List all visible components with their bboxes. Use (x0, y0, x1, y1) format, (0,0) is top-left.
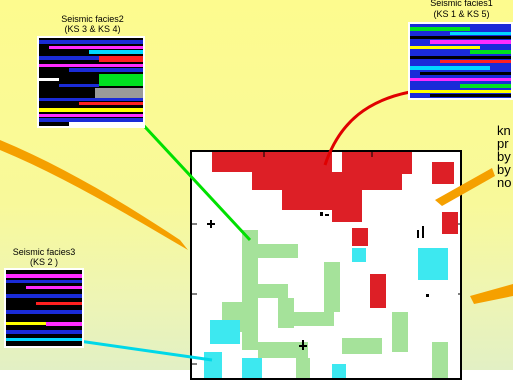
facies-map (190, 150, 462, 380)
facies2-thumbnail (37, 36, 145, 128)
facies3-subtitle: (KS 2 ) (29, 257, 58, 267)
facies3-traces (6, 270, 82, 346)
cyan-connector (71, 338, 213, 362)
facies1-title: Seismic facies1 (430, 0, 493, 8)
facies3-thumbnail (4, 268, 84, 348)
side-text-line: kn (497, 123, 511, 138)
side-text-line: pr (497, 136, 509, 151)
facies1-traces (410, 24, 511, 98)
orange-arrow-right-bottom (470, 284, 513, 304)
green-facies-cells (222, 230, 448, 378)
side-text-line: by (497, 162, 511, 177)
map-tick-marks (192, 152, 460, 365)
facies2-traces (39, 38, 143, 126)
facies1-thumbnail (408, 22, 513, 100)
facies1-subtitle: (KS 1 & KS 5) (433, 9, 490, 19)
facies-map-grid (192, 152, 460, 378)
side-text: kn pr by by no (497, 124, 511, 189)
red-facies-cells (212, 152, 458, 308)
facies2-title: Seismic facies2 (61, 14, 124, 24)
side-text-line: no (497, 175, 512, 190)
side-text-line: by (497, 149, 511, 164)
facies3-title: Seismic facies3 (12, 247, 76, 257)
orange-arrow-left (0, 140, 188, 250)
red-connector (323, 90, 411, 166)
facies2-subtitle: (KS 3 & KS 4) (64, 24, 121, 34)
well-markers (207, 212, 429, 350)
orange-arrow-right-top (435, 168, 495, 206)
